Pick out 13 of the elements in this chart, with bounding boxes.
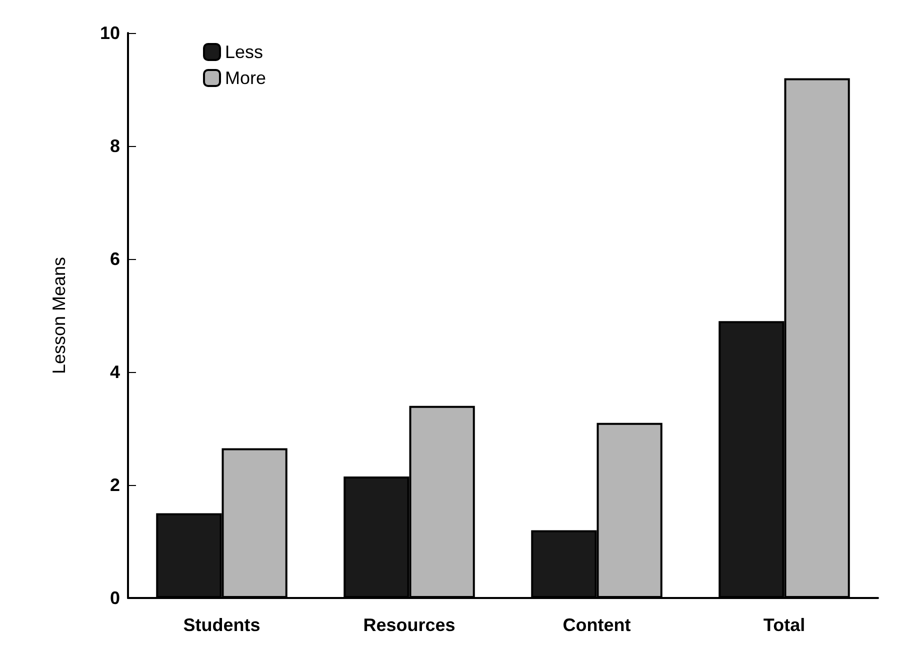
legend-label: More (225, 68, 266, 88)
x-tick-label: Total (763, 615, 806, 635)
y-axis-title: Lesson Means (49, 256, 69, 374)
x-tick-label: Resources (363, 615, 456, 635)
y-tick-label: 6 (110, 249, 120, 269)
y-tick-label: 8 (110, 136, 120, 156)
y-tick-label: 10 (100, 23, 120, 43)
legend-label: Less (225, 42, 264, 62)
x-tick-label: Students (183, 615, 260, 635)
y-tick-label: 2 (110, 475, 120, 495)
x-tick-label: Content (562, 615, 631, 635)
y-tick-label: 0 (110, 588, 120, 608)
y-tick-label: 4 (110, 362, 120, 382)
